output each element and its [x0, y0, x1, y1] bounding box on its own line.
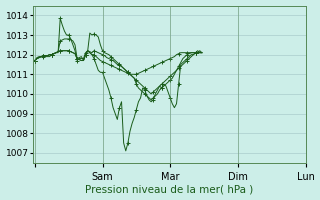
X-axis label: Pression niveau de la mer( hPa ): Pression niveau de la mer( hPa ): [85, 184, 253, 194]
